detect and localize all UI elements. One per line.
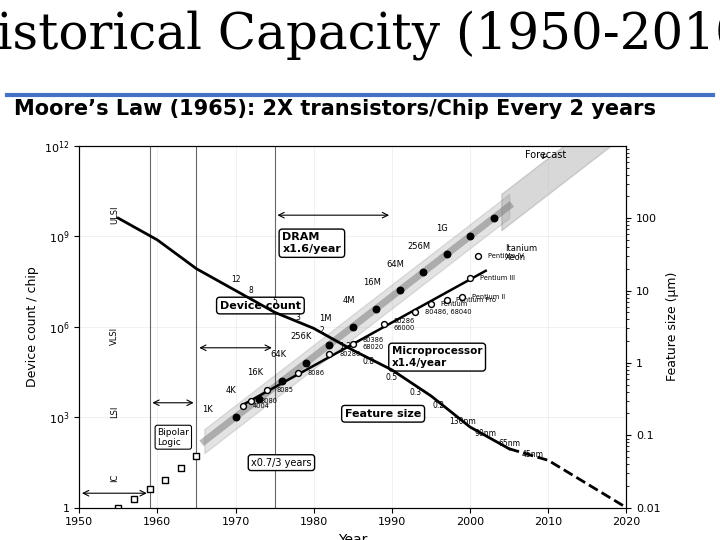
Point (464, 273, 476, 282)
Text: 5: 5 (272, 297, 277, 306)
Text: 1K: 1K (202, 404, 213, 414)
Point (487, 214, 499, 222)
Text: 16M: 16M (363, 278, 381, 287)
Text: x0.7/3 years: x0.7/3 years (251, 457, 312, 468)
Text: 45nm: 45nm (521, 450, 544, 460)
Point (394, 286, 405, 295)
Point (410, 308, 421, 316)
Text: 80486, 68040: 80486, 68040 (425, 309, 472, 315)
Text: 1.3: 1.3 (339, 342, 351, 351)
Text: LSI: LSI (110, 406, 119, 418)
Text: 1M: 1M (319, 314, 331, 323)
Text: DRAM
x1.6/year: DRAM x1.6/year (282, 232, 341, 254)
Point (300, 359, 312, 367)
Text: 4K: 4K (226, 387, 237, 395)
Text: 80286: 80286 (339, 352, 360, 357)
Text: IC: IC (110, 473, 119, 482)
Text: 90nm: 90nm (474, 429, 497, 438)
Y-axis label: Device count / chip: Device count / chip (26, 266, 39, 387)
Text: 130nm: 130nm (449, 417, 476, 426)
Y-axis label: Feature size (μm): Feature size (μm) (666, 272, 679, 381)
Text: 8080: 8080 (261, 398, 278, 404)
Point (418, 268, 429, 276)
Text: 80286
66000: 80286 66000 (394, 318, 415, 331)
Point (238, 402, 249, 410)
Text: 1G: 1G (436, 224, 448, 233)
Point (347, 339, 359, 348)
Point (191, 452, 202, 461)
Point (246, 396, 257, 405)
Point (323, 350, 335, 359)
Point (261, 386, 273, 394)
Text: Historical Capacity (1950-2010): Historical Capacity (1950-2010) (0, 10, 720, 60)
Point (371, 304, 382, 313)
Text: 0.2: 0.2 (433, 401, 445, 410)
Text: 64M: 64M (387, 260, 405, 269)
Text: 2: 2 (319, 326, 324, 335)
Point (426, 300, 437, 309)
Text: Itanium: Itanium (505, 244, 537, 253)
Text: Pentium III: Pentium III (480, 275, 515, 281)
Text: 256K: 256K (291, 332, 312, 341)
X-axis label: Year: Year (338, 533, 367, 540)
Text: 0.3: 0.3 (409, 388, 421, 396)
Text: Feature size: Feature size (345, 409, 421, 419)
Point (456, 293, 468, 301)
Text: 4M: 4M (342, 296, 355, 305)
Point (128, 494, 140, 503)
Text: 0.5: 0.5 (386, 373, 398, 382)
Text: 12: 12 (231, 275, 240, 284)
Text: ULSI: ULSI (110, 206, 119, 225)
Point (230, 413, 241, 421)
Point (441, 250, 452, 259)
Text: Pentium: Pentium (441, 301, 468, 307)
Point (144, 485, 156, 494)
Text: Xeon: Xeon (505, 253, 526, 262)
Text: 4004: 4004 (253, 403, 270, 409)
Text: 3: 3 (296, 313, 300, 322)
Point (464, 232, 476, 241)
Text: 256M: 256M (408, 241, 431, 251)
Text: VLSI: VLSI (110, 327, 119, 345)
Text: Pentium IV: Pentium IV (487, 253, 523, 259)
Text: 8086: 8086 (308, 370, 325, 376)
Text: Device count: Device count (220, 301, 301, 310)
Point (175, 464, 186, 472)
Point (323, 340, 335, 349)
Text: Forecast: Forecast (525, 150, 566, 160)
Text: 65nm: 65nm (498, 438, 520, 448)
Text: Microprocessor
x1.4/year: Microprocessor x1.4/year (392, 346, 482, 368)
Text: 8: 8 (249, 286, 253, 295)
Point (112, 503, 124, 512)
Point (292, 369, 304, 377)
Point (472, 252, 484, 260)
Point (378, 320, 390, 329)
Point (347, 322, 359, 331)
Text: Pentium II: Pentium II (472, 294, 505, 300)
Point (441, 296, 452, 305)
Text: Bipolar
Logic: Bipolar Logic (158, 428, 189, 447)
Point (276, 376, 288, 385)
Point (159, 476, 171, 485)
Point (253, 395, 265, 403)
Text: 64K: 64K (270, 350, 286, 359)
Text: 8085: 8085 (276, 387, 294, 393)
Text: Pentium Pro: Pentium Pro (456, 298, 496, 303)
Text: 16K: 16K (247, 368, 263, 377)
Text: Moore’s Law (1965): 2X transistors/Chip Every 2 years: Moore’s Law (1965): 2X transistors/Chip … (14, 99, 657, 119)
Text: 0.8: 0.8 (362, 356, 374, 366)
Text: 80386
68020: 80386 68020 (363, 337, 384, 350)
